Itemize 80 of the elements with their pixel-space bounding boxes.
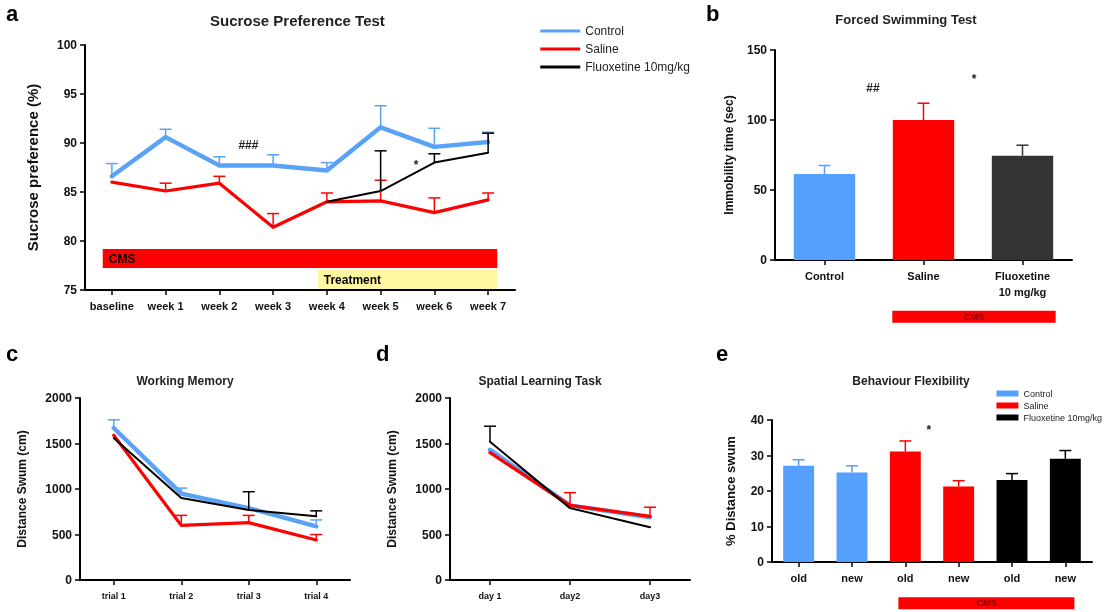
chart-title: Sucrose Preference Test xyxy=(210,12,385,29)
y-tick-label: 1500 xyxy=(45,436,73,451)
band-label: Treatment xyxy=(323,272,382,287)
y-tick-label: 500 xyxy=(421,527,443,542)
x-tick-label: day3 xyxy=(639,591,661,601)
y-tick-label: 150 xyxy=(746,43,768,57)
y-tick-label: 2000 xyxy=(415,391,443,405)
y-tick-label: 40 xyxy=(750,413,765,427)
bar xyxy=(783,465,815,562)
y-tick-label: 2000 xyxy=(45,391,73,405)
annotation: * xyxy=(926,422,932,437)
annotation: * xyxy=(413,158,419,173)
legend-label: Control xyxy=(585,24,624,38)
y-axis-title: Immobility time (sec) xyxy=(722,95,736,215)
annotation: ## xyxy=(866,80,880,95)
x-tick-label: week 1 xyxy=(146,300,184,312)
x-tick-label: week 5 xyxy=(361,300,399,312)
x-tick-label: baseline xyxy=(89,300,134,312)
y-tick-label: 1000 xyxy=(415,482,443,496)
x-tick-label: week 4 xyxy=(307,300,346,312)
x-tick-label: new xyxy=(947,572,970,584)
y-tick-label: 80 xyxy=(63,234,78,248)
chart-title: Spatial Learning Task xyxy=(478,374,602,388)
x-tick-label: week 2 xyxy=(200,300,238,312)
y-tick-label: 75 xyxy=(63,283,78,297)
y-tick-label: 10 xyxy=(750,519,765,534)
x-tick-label: Saline xyxy=(907,270,940,282)
y-tick-label: 0 xyxy=(65,573,73,587)
x-tick-label: day2 xyxy=(559,591,581,601)
x-tick-label: day 1 xyxy=(478,591,502,601)
x-tick-label: new xyxy=(1054,572,1077,584)
text: b xyxy=(706,0,720,26)
y-axis-title: Sucrose preference (%) xyxy=(24,83,41,252)
x-tick-label: new xyxy=(841,572,864,584)
band-label: CMS xyxy=(108,251,136,266)
x-tick-label: trial 1 xyxy=(101,591,126,601)
x-tick-label: trial 2 xyxy=(169,591,194,601)
y-tick-label: 50 xyxy=(753,183,768,197)
y-tick-label: 95 xyxy=(63,87,78,101)
legend-label: Saline xyxy=(1023,400,1049,411)
y-axis-title: % Distance swum xyxy=(723,436,738,546)
annotation: * xyxy=(971,72,977,87)
y-tick-label: 0 xyxy=(435,573,443,587)
y-tick-label: 1000 xyxy=(45,482,73,496)
chart-title: Working Memory xyxy=(136,374,234,388)
x-tick-label: week 6 xyxy=(415,300,453,312)
y-tick-label: 30 xyxy=(750,448,765,463)
y-tick-label: 1500 xyxy=(415,436,443,451)
y-tick-label: 20 xyxy=(750,484,765,498)
text: CMS xyxy=(976,598,997,609)
x-tick-label: trial 4 xyxy=(304,591,329,601)
text: a xyxy=(6,0,19,26)
legend-label: Control xyxy=(1023,388,1053,399)
text: e xyxy=(716,340,729,366)
x-tick-label: Control xyxy=(804,270,845,282)
chart-title: Forced Swimming Test xyxy=(835,12,978,27)
x-tick-label: old xyxy=(790,572,807,584)
y-tick-label: 500 xyxy=(51,527,73,542)
y-tick-label: 0 xyxy=(757,555,765,569)
legend-label: Saline xyxy=(585,42,619,56)
y-tick-label: 0 xyxy=(760,253,768,267)
annotation: ### xyxy=(238,138,259,153)
y-axis-title: Distance Swum (cm) xyxy=(15,430,29,548)
y-tick-label: 100 xyxy=(746,113,768,127)
legend-label: Fluoxetine 10mg/kg xyxy=(1023,412,1102,423)
x-tick-label: old xyxy=(1003,572,1021,584)
x-tick-label: week 3 xyxy=(254,300,292,312)
legend-label: Fluoxetine 10mg/kg xyxy=(585,60,691,74)
x-tick-label: old xyxy=(897,572,914,584)
text: c xyxy=(6,340,19,366)
text: d xyxy=(376,340,390,366)
x-tick-label: trial 3 xyxy=(236,591,261,601)
x-tick-label: week 7 xyxy=(469,300,507,312)
chart-title: Behaviour Flexibility xyxy=(852,374,970,388)
x-tick-label: Fluoxetine 10 mg/kg xyxy=(994,270,1051,298)
text: CMS xyxy=(963,311,984,322)
y-tick-label: 90 xyxy=(63,136,78,150)
y-tick-label: 85 xyxy=(63,185,78,199)
y-axis-title: Distance Swum (cm) xyxy=(385,430,399,548)
y-tick-label: 100 xyxy=(56,38,78,52)
